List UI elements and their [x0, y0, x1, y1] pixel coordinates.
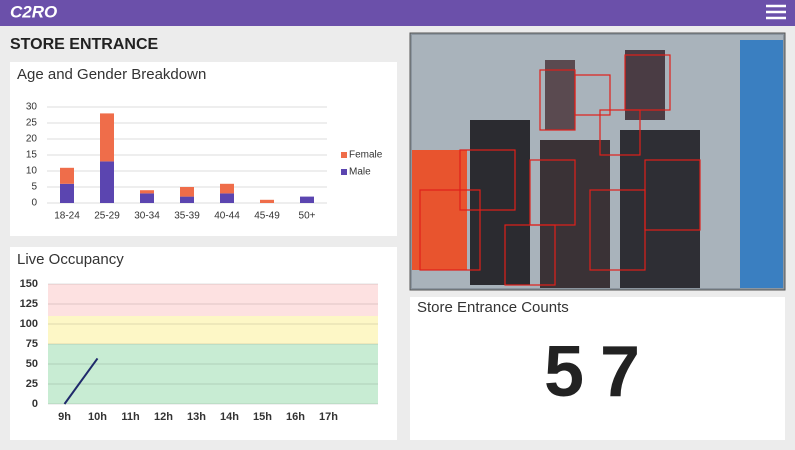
x-tick-label: 40-44	[214, 211, 240, 222]
bar-segment	[140, 190, 154, 194]
x-tick-label: 18-24	[54, 211, 80, 222]
scene-person	[412, 150, 467, 270]
bar-segment	[220, 183, 234, 194]
detection-boxes	[419, 54, 701, 286]
bar-segment	[60, 183, 74, 203]
x-tick-label: 15h	[253, 411, 272, 423]
bar-segment	[100, 161, 114, 203]
y-tick-label: 5	[31, 182, 37, 193]
x-tick-label: 10h	[88, 411, 107, 423]
x-tick-label: 12h	[154, 411, 173, 423]
count-value: 57	[544, 332, 656, 412]
scene-person	[620, 130, 700, 288]
y-tick-label: 0	[31, 198, 37, 209]
legend-swatch	[341, 169, 347, 175]
y-tick-label: 10	[26, 166, 38, 177]
x-tick-label: 25-29	[94, 211, 120, 222]
occupancy-line	[63, 357, 99, 405]
bar-segment	[180, 187, 194, 197]
y-tick-label: 75	[26, 338, 38, 350]
header-bar	[0, 0, 795, 26]
bar-segment	[300, 196, 314, 203]
zone-band	[48, 316, 378, 344]
scene-person	[470, 120, 530, 285]
bar-segment	[140, 193, 154, 203]
detection-box	[504, 224, 556, 286]
zone-band	[48, 344, 378, 404]
y-tick-label: 30	[26, 102, 38, 113]
panel-title: Live Occupancy	[17, 251, 124, 268]
y-tick-label: 100	[20, 318, 38, 330]
legend-swatch	[341, 152, 347, 158]
bar-segment	[220, 193, 234, 203]
panel-title: Store Entrance Counts	[417, 299, 569, 316]
x-tick-label: 35-39	[174, 211, 200, 222]
panel-title: Age and Gender Breakdown	[17, 66, 206, 83]
y-tick-label: 15	[26, 150, 38, 161]
y-tick-label: 25	[26, 378, 38, 390]
x-tick-label: 13h	[187, 411, 206, 423]
bar-segment	[60, 167, 74, 184]
camera-feed	[409, 32, 786, 291]
x-tick-label: 50+	[299, 211, 316, 222]
scene-wall	[740, 40, 783, 288]
bar-segment	[180, 196, 194, 203]
y-tick-label: 50	[26, 358, 38, 370]
bar-segment	[100, 113, 114, 162]
page-title: STORE ENTRANCE	[10, 36, 158, 53]
x-tick-label: 30-34	[134, 211, 160, 222]
x-tick-label: 11h	[121, 411, 140, 423]
x-tick-label: 17h	[319, 411, 338, 423]
logo[interactable]: C2RO	[10, 2, 57, 21]
y-tick-label: 125	[20, 298, 38, 310]
legend-label: Male	[349, 167, 371, 178]
scene-person	[625, 50, 665, 120]
y-tick-label: 20	[26, 134, 38, 145]
zone-band	[48, 284, 378, 316]
detection-box	[574, 74, 611, 116]
scene-person	[545, 60, 575, 130]
detection-box	[459, 149, 516, 211]
legend-label: Female	[349, 150, 383, 161]
y-tick-label: 150	[20, 278, 38, 290]
detection-box	[599, 109, 641, 156]
bar-segment	[260, 199, 274, 203]
x-tick-label: 45-49	[254, 211, 280, 222]
y-tick-label: 25	[26, 118, 38, 129]
detection-box	[644, 159, 701, 231]
age-panel	[10, 62, 397, 236]
counts-panel	[410, 297, 785, 440]
menu-icon[interactable]	[766, 4, 786, 20]
y-tick-label: 0	[32, 398, 38, 410]
x-tick-label: 16h	[286, 411, 305, 423]
detection-box	[624, 54, 671, 111]
x-tick-label: 14h	[220, 411, 239, 423]
detection-box	[419, 189, 481, 271]
x-tick-label: 9h	[58, 411, 71, 423]
